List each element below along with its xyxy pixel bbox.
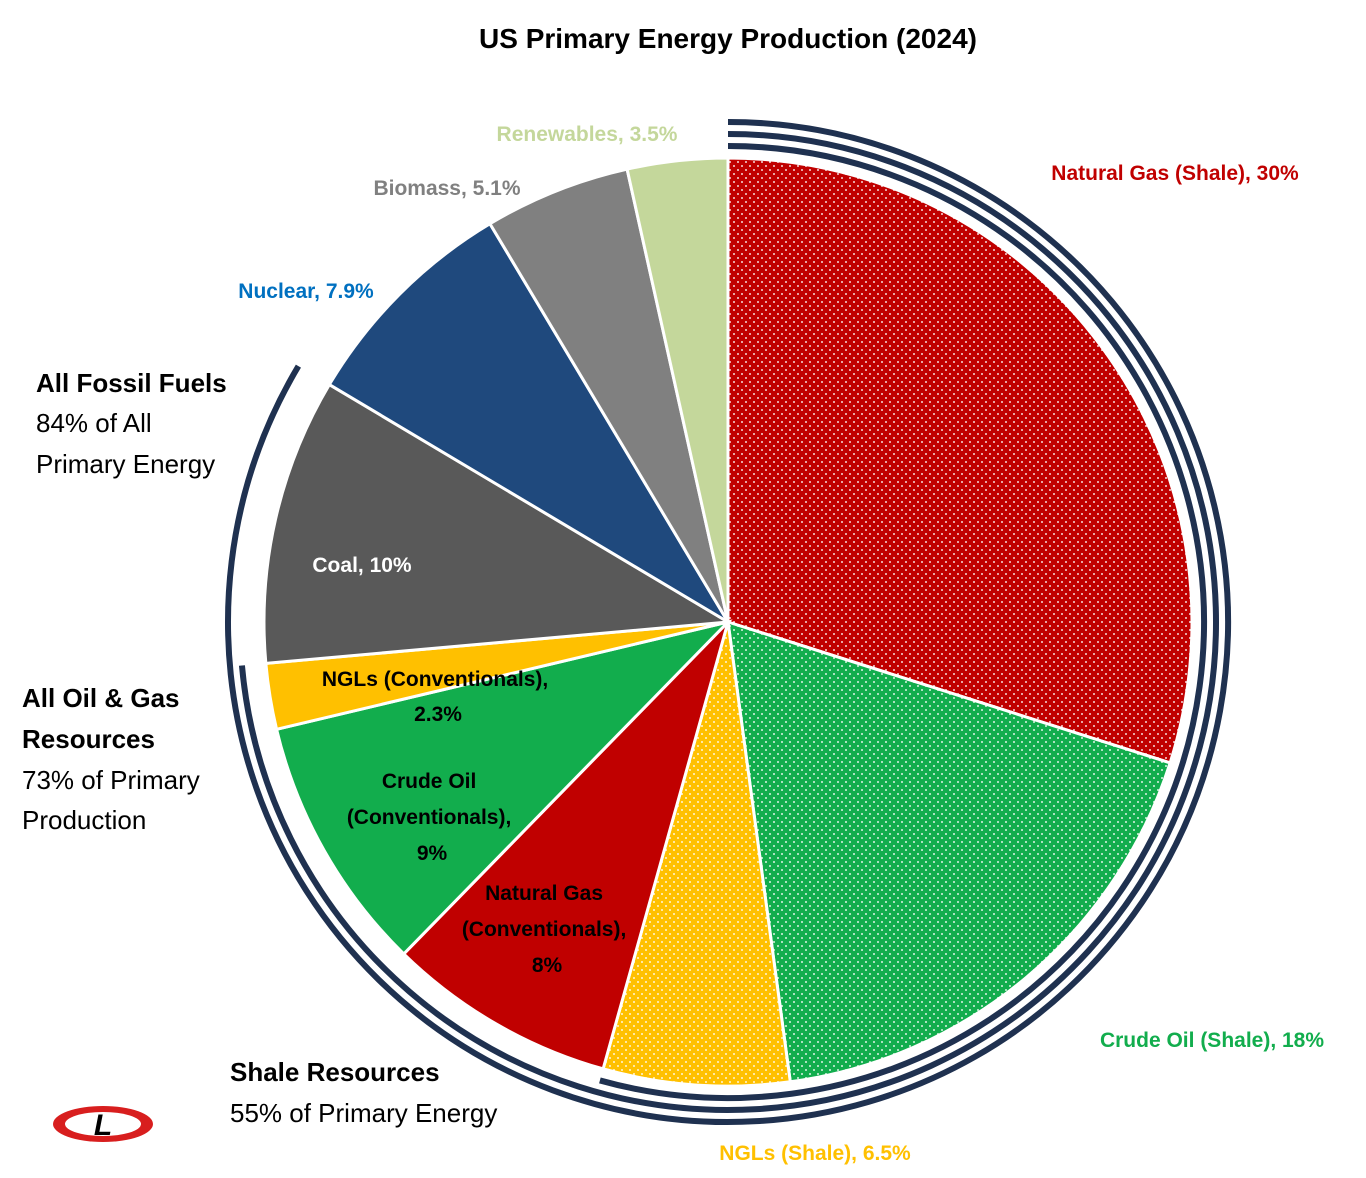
slice-pattern-ngls-shale-6-5 <box>603 622 791 1086</box>
group-subtitle: Production <box>22 805 146 835</box>
label-crude-oil-conventionals: Crude Oil (Conventionals), 9% <box>347 770 517 865</box>
label-biomass: Biomass, 5.1% <box>373 177 520 200</box>
slice-pattern-crude-oil-shale-18 <box>728 622 1171 1082</box>
label-coal: Coal, 10% <box>312 554 412 577</box>
group-subtitle: Primary Energy <box>36 449 215 479</box>
bracket-fossil-fuels <box>225 119 1231 1125</box>
slice-pattern-natural-gas-shale-30 <box>728 158 1192 763</box>
group-title: All Oil & Gas <box>22 683 180 713</box>
bracket-shale-resources <box>599 143 1207 1101</box>
slice-coal-10 <box>262 382 733 665</box>
label-crude-oil-shale: Crude Oil (Shale), 18% <box>1100 1029 1324 1052</box>
slice-nuclear-7-9 <box>327 221 730 624</box>
group-brackets <box>225 119 1231 1125</box>
logo-letter: L <box>94 1109 112 1142</box>
group-subtitle: 84% of All <box>36 408 152 438</box>
logo-icon: L <box>53 1106 153 1142</box>
group-title: All Fossil Fuels <box>36 368 227 398</box>
group-shale-resources: Shale Resources 55% of Primary Energy <box>230 1057 497 1128</box>
label-ngls-shale: NGLs (Shale), 6.5% <box>719 1142 911 1165</box>
group-all-oil-gas: All Oil & Gas Resources 73% of Primary P… <box>22 683 200 835</box>
group-title: Resources <box>22 724 155 754</box>
pie-slices <box>262 156 1194 1088</box>
label-natural-gas-shale: Natural Gas (Shale), 30% <box>1051 162 1299 185</box>
slice-natural-gas-conventionals-8 <box>401 620 730 1071</box>
slice-crude-oil-conventionals-9 <box>274 619 733 957</box>
slice-biomass-5-1 <box>487 167 730 623</box>
label-nuclear: Nuclear, 7.9% <box>238 280 374 303</box>
group-subtitle: 55% of Primary Energy <box>230 1098 497 1128</box>
chart-title: US Primary Energy Production (2024) <box>479 23 977 54</box>
slice-renewables-3-5 <box>625 156 730 623</box>
group-all-fossil-fuels: All Fossil Fuels 84% of All Primary Ener… <box>36 368 227 479</box>
label-ngls-conventionals: NGLs (Conventionals), 2.3% <box>322 668 554 726</box>
bracket-oil-gas-resources <box>238 131 1219 1113</box>
group-subtitle: 73% of Primary <box>22 765 200 795</box>
group-title: Shale Resources <box>230 1057 440 1087</box>
label-renewables: Renewables, 3.5% <box>497 123 678 146</box>
label-natural-gas-conventionals: Natural Gas (Conventionals), 8% <box>462 882 632 977</box>
